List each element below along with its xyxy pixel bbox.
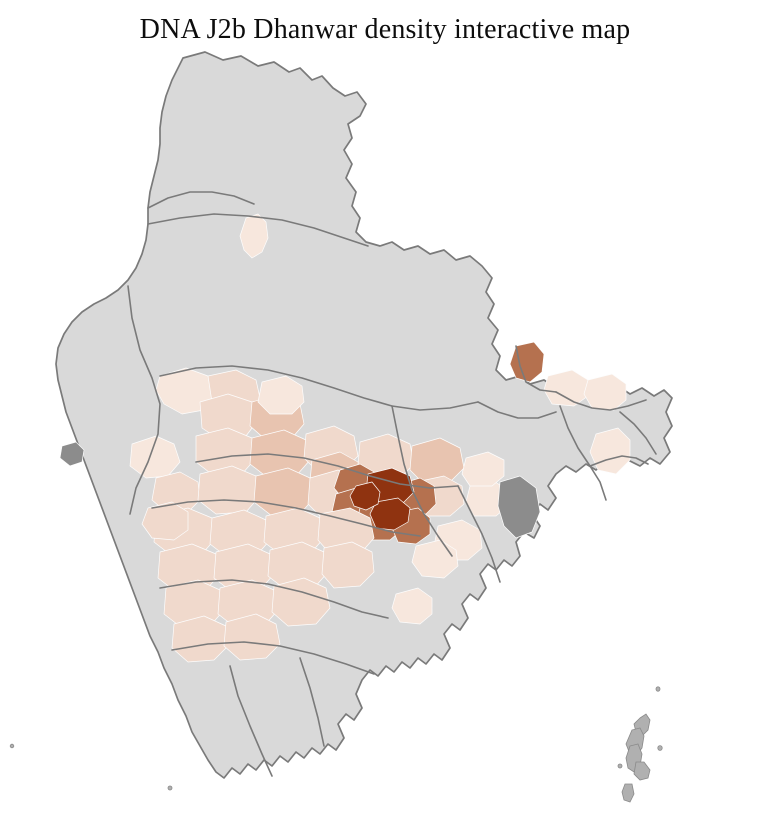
island-dot — [655, 686, 661, 692]
district-jharkhand-2 — [461, 451, 505, 487]
island-dot — [617, 763, 623, 769]
district-mp-south-1 — [197, 465, 261, 515]
district-mp-central-2 — [249, 429, 311, 479]
island-dot — [167, 785, 173, 791]
district-maharashtra-10 — [217, 579, 279, 629]
map-svg[interactable] — [0, 46, 770, 814]
district-fills-tinted[interactable] — [59, 213, 631, 663]
district-maharashtra-11 — [271, 577, 331, 627]
india-choropleth-map[interactable] — [0, 46, 770, 814]
district-mp-ne-2 — [409, 437, 465, 485]
district-mp-central-1 — [195, 427, 257, 477]
island-car-nicobar — [621, 783, 635, 803]
district-gujarat-east-1 — [129, 435, 181, 479]
district-odisha-coast-nodata — [497, 475, 541, 539]
district-mp-north-1 — [257, 375, 305, 415]
andaman-nicobar-islands — [9, 686, 663, 803]
india-outline — [55, 51, 673, 779]
district-maharashtra-2 — [209, 509, 271, 559]
district-haryana — [239, 213, 269, 259]
district-maharashtra-4 — [317, 507, 375, 557]
landmass-no-data — [55, 51, 673, 779]
district-maharashtra-5 — [157, 543, 221, 593]
district-maharashtra-8 — [321, 541, 375, 589]
page-title: DNA J2b Dhanwar density interactive map — [139, 14, 631, 45]
district-assam-1 — [543, 369, 589, 407]
island-lakshadweep-dot — [9, 743, 15, 749]
island-dot — [657, 745, 663, 751]
district-maharashtra-13 — [223, 613, 281, 661]
district-assam-2 — [583, 373, 627, 411]
island-little-andaman — [633, 761, 651, 781]
district-diu-nodata — [59, 441, 85, 467]
district-sikkim-darjeeling — [509, 341, 545, 383]
state-boundaries — [127, 191, 657, 777]
district-odisha-3 — [391, 587, 433, 625]
district-core-very-high-3 — [349, 481, 381, 511]
district-maharashtra-7 — [267, 541, 329, 591]
district-core-very-high-2 — [369, 497, 411, 531]
